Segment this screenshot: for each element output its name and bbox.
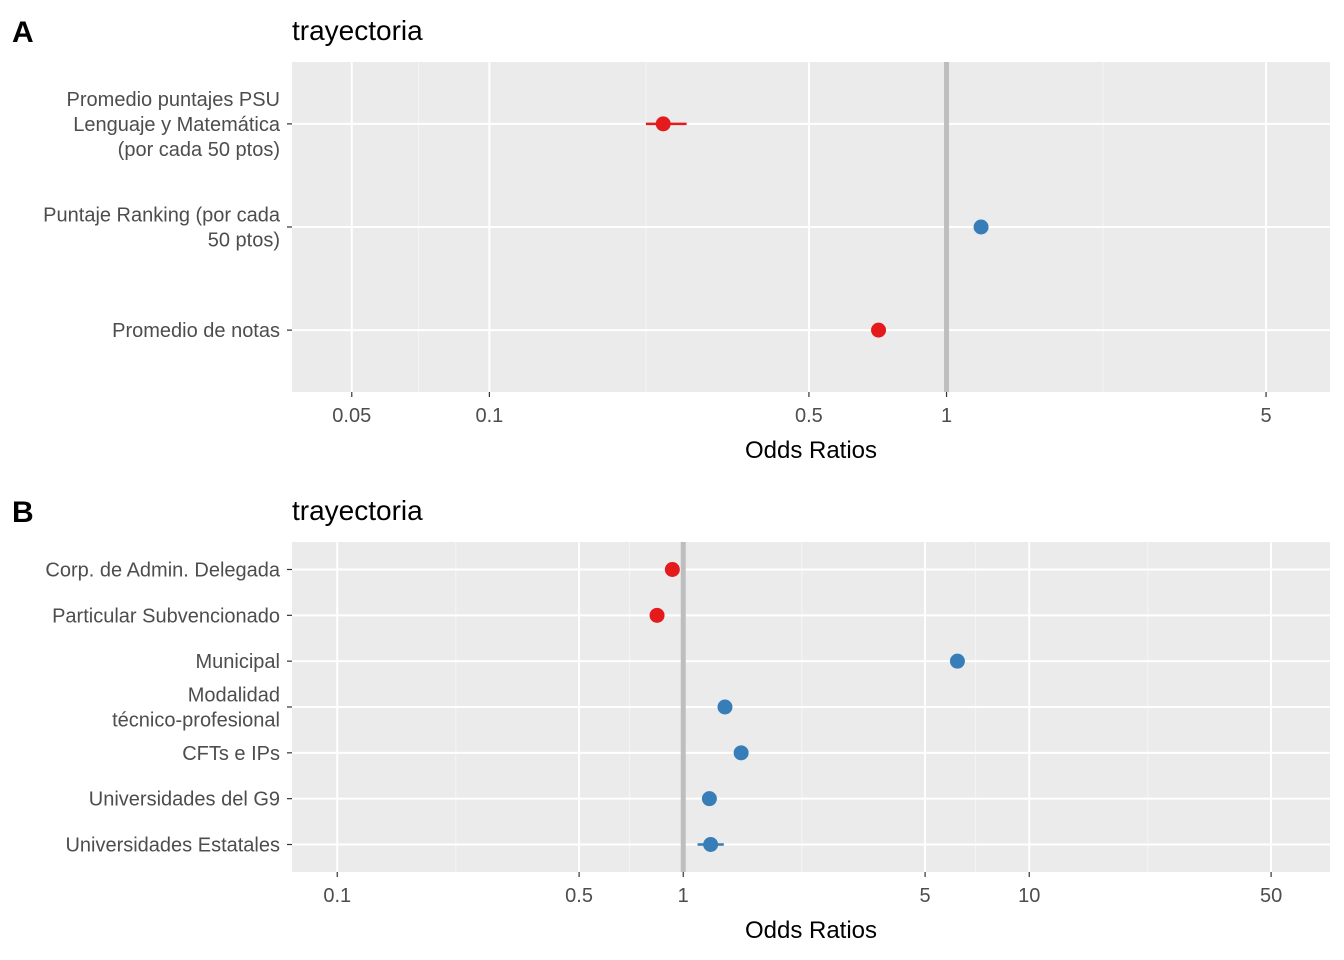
x-tick-label: 10 (1018, 885, 1040, 907)
x-tick-label: 50 (1260, 885, 1282, 907)
panel-b-marks (649, 562, 965, 852)
panel-a-y-axis-labels: Promedio puntajes PSU Lenguaje y Matemáti… (43, 89, 292, 342)
y-axis-label: Universidades Estatales (65, 835, 280, 857)
odds-ratio-point (733, 745, 749, 761)
y-axis-label: Particular Subvencionado (52, 605, 280, 627)
x-tick-label: 0.5 (795, 405, 823, 427)
y-axis-label: Municipal (196, 651, 280, 673)
odds-ratio-point (973, 219, 989, 235)
x-tick-label: 0.5 (565, 885, 593, 907)
panel-a: A trayectoria 0.05 0.1 0.5 1 5 Promedio punt… (12, 15, 1330, 464)
panel-b-grid (292, 542, 1330, 872)
x-tick-label: 0.1 (323, 885, 351, 907)
x-tick-label: 1 (941, 405, 952, 427)
y-axis-label: Universidades del G9 (89, 789, 280, 811)
panel-a-title: trayectoria (292, 15, 423, 46)
y-axis-label: CFTs e IPs (182, 743, 280, 765)
y-axis-label: Modalidad técnico-profesional (112, 685, 280, 732)
y-axis-label: Corp. de Admin. Delegada (45, 560, 280, 582)
x-tick-label: 5 (1260, 405, 1271, 427)
panel-b-title: trayectoria (292, 495, 423, 526)
panel-b-y-axis-labels: Corp. de Admin. Delegada Particular Subve… (45, 560, 292, 857)
x-tick-label: 0.1 (475, 405, 503, 427)
odds-ratio-point (655, 116, 671, 132)
panel-b-x-axis-title: Odds Ratios (745, 917, 877, 944)
panel-a-tag: A (12, 16, 34, 49)
x-tick-label: 0.05 (332, 405, 371, 427)
panel-a-x-axis-ticks: 0.05 0.1 0.5 1 5 (332, 392, 1272, 427)
x-tick-label: 1 (678, 885, 689, 907)
odds-ratio-point (871, 322, 887, 338)
panel-b-tag: B (12, 496, 34, 529)
odds-ratio-point (949, 653, 965, 669)
odds-ratio-point (717, 699, 733, 715)
y-axis-label: Puntaje Ranking (por cada 50 ptos) (43, 205, 281, 252)
odds-ratio-point (703, 837, 719, 852)
y-axis-label: Promedio puntajes PSU Lenguaje y Matemáti… (67, 89, 281, 161)
panel-a-grid (292, 62, 1330, 392)
x-tick-label: 5 (920, 885, 931, 907)
odds-ratio-point (664, 562, 680, 577)
panel-b-x-axis-ticks: 0.1 0.5 1 5 10 50 (323, 872, 1282, 907)
panel-a-marks (645, 116, 989, 338)
odds-ratio-point (701, 791, 717, 807)
panel-a-x-axis-title: Odds Ratios (745, 437, 877, 464)
odds-ratio-point (649, 607, 665, 623)
panel-b: B trayectoria 0.1 0.5 1 5 10 50 Corp. de Admi… (12, 495, 1330, 944)
y-axis-label: Promedio de notas (112, 320, 280, 342)
